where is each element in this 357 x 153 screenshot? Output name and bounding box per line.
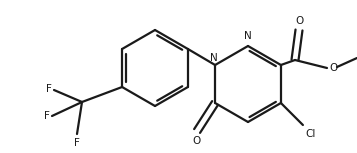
Text: F: F xyxy=(44,111,50,121)
Text: N: N xyxy=(210,53,218,63)
Text: O: O xyxy=(192,136,200,146)
Text: O: O xyxy=(295,16,303,26)
Text: N: N xyxy=(244,31,252,41)
Text: Cl: Cl xyxy=(305,129,315,139)
Text: F: F xyxy=(74,138,80,148)
Text: F: F xyxy=(46,84,52,94)
Text: O: O xyxy=(329,63,337,73)
